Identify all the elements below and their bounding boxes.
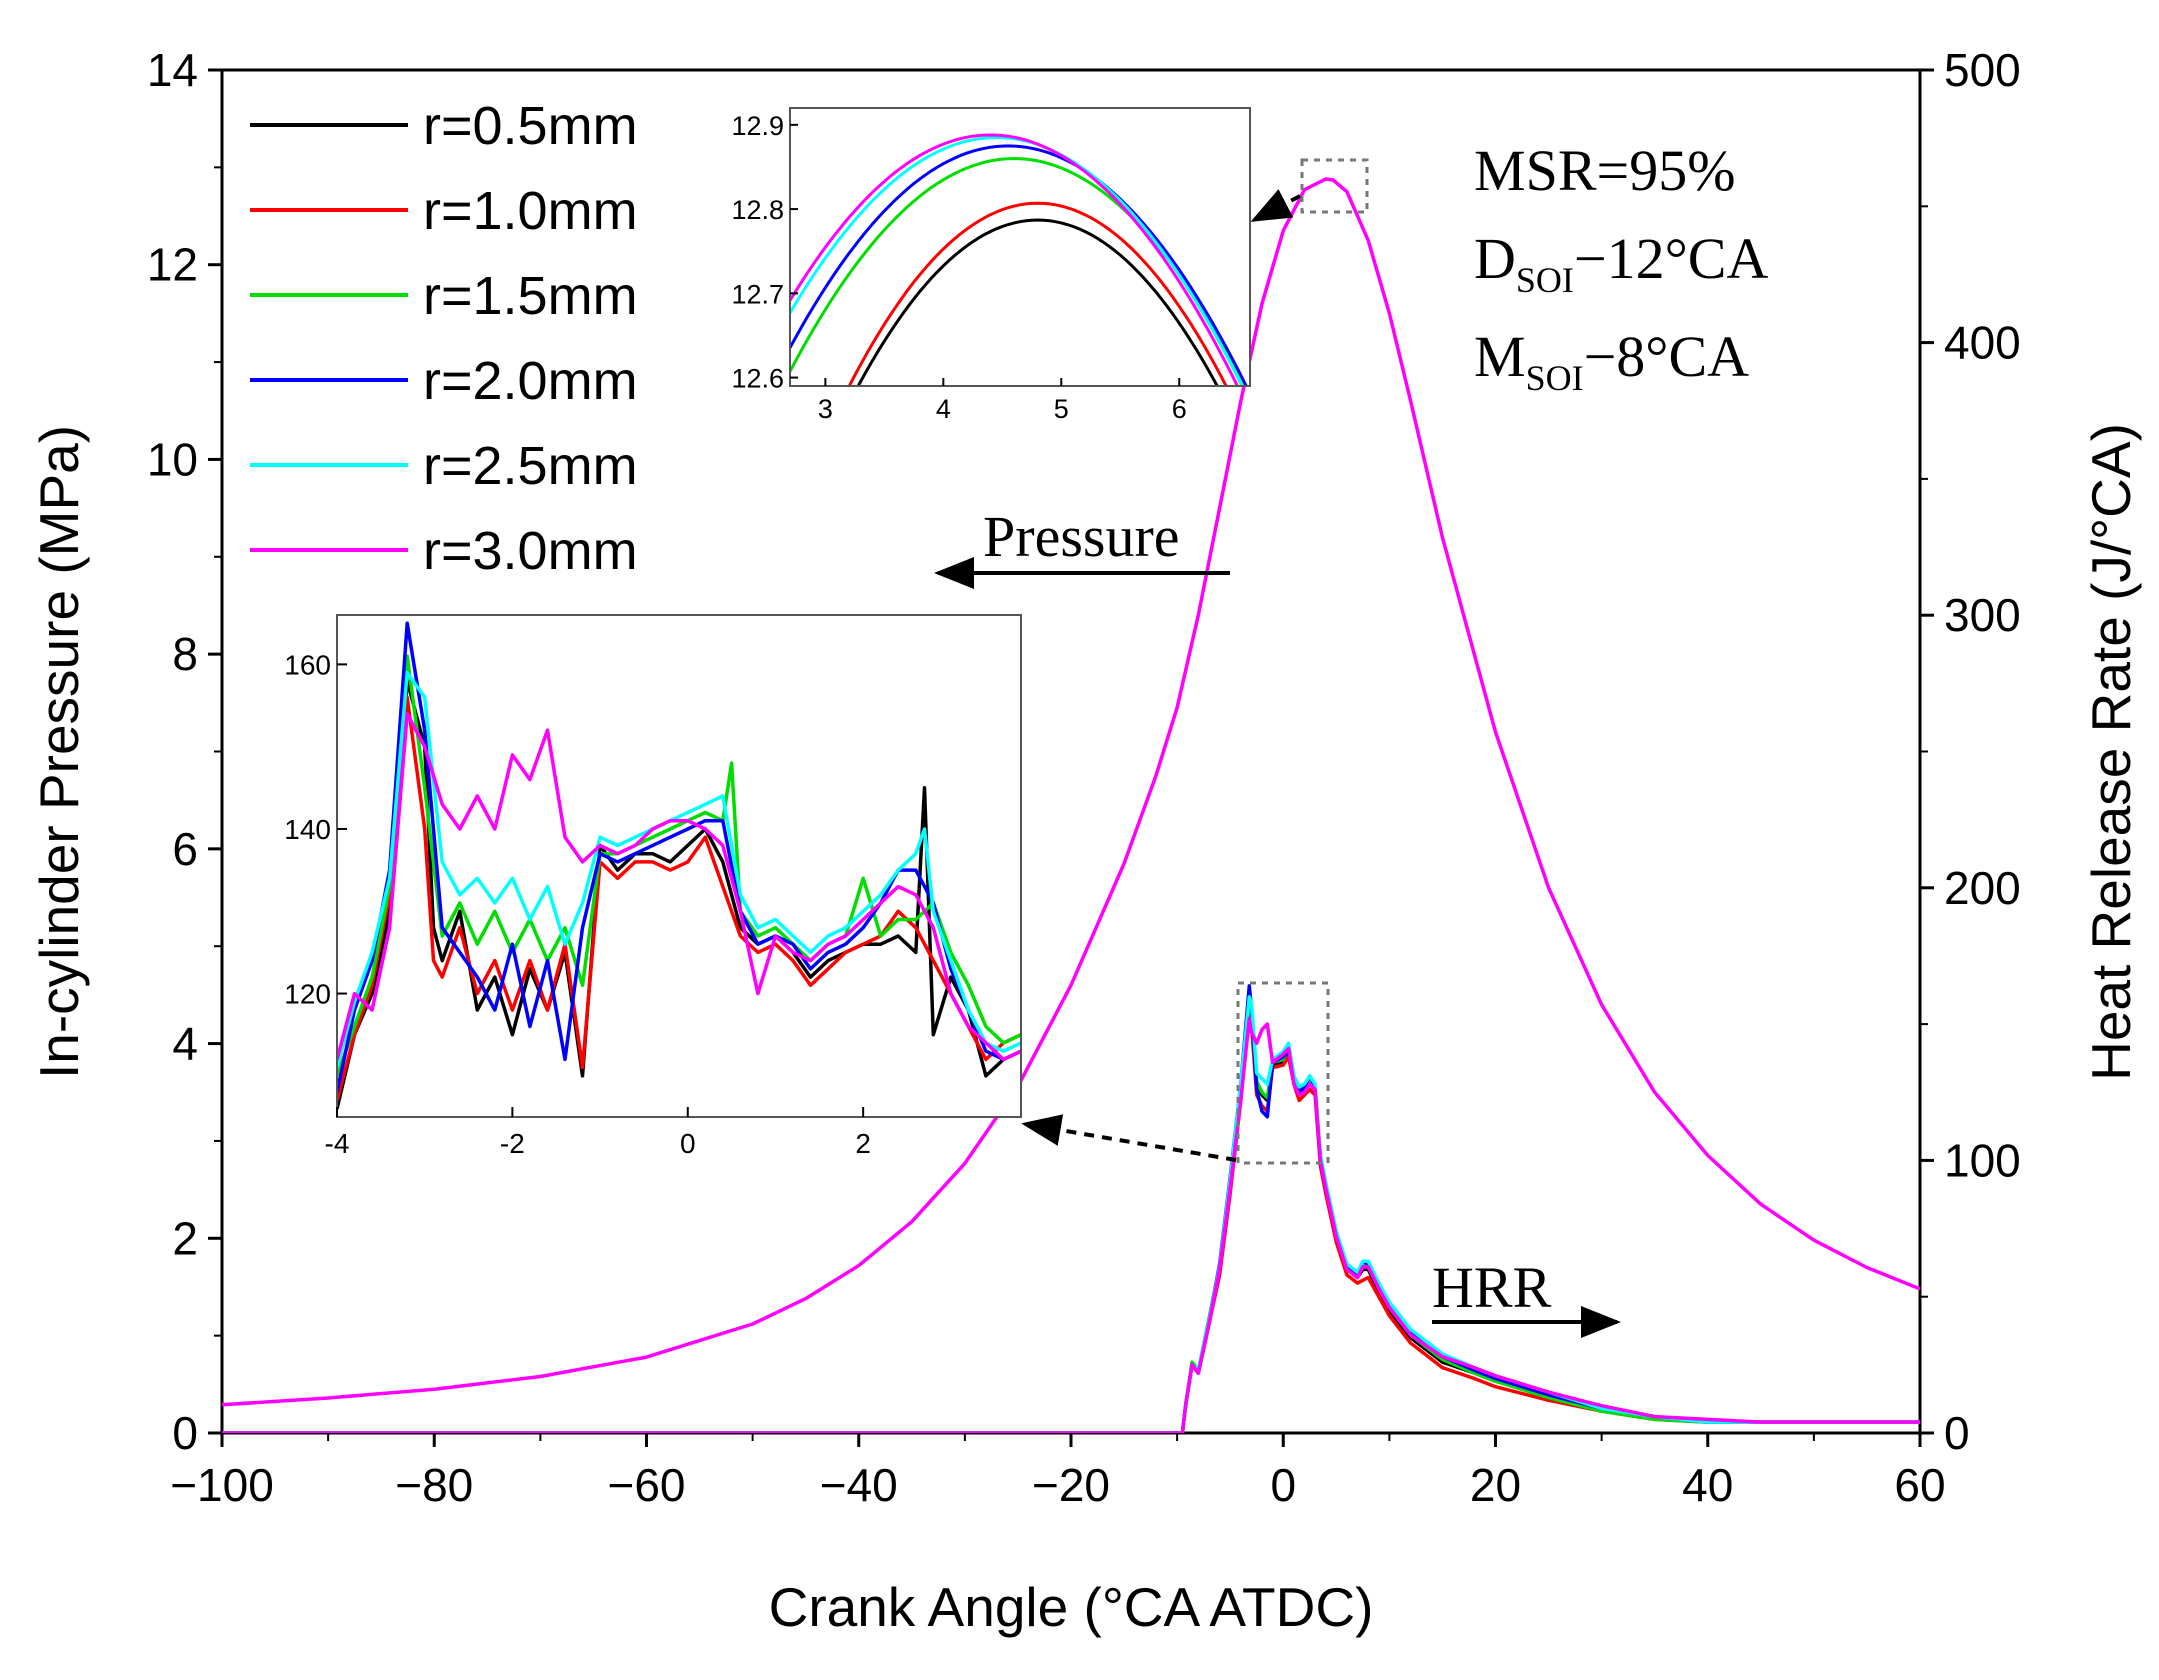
inset-hrr-y-tick-label-140: 140 — [284, 814, 331, 845]
y-left-tick-label-6: 6 — [172, 823, 198, 875]
main-plot: −100 −80 −60 −40 −20 0 20 40 6002468101214010020… — [28, 44, 2142, 1638]
inset-pressure-series-r-2-0mm — [790, 144, 1248, 386]
inset-pressure-y-tick-label-12-8: 12.8 — [731, 195, 784, 225]
series-pressure-r-3-0mm — [222, 177, 1920, 1407]
series-hrr-r-3-0mm — [222, 1016, 1920, 1433]
x-tick-label-100: −100 — [170, 1459, 274, 1511]
y-right-tick-label-100: 100 — [1944, 1134, 2021, 1186]
main-series — [222, 177, 1920, 1433]
inset-pressure-x-tick-label-3: 3 — [818, 394, 833, 424]
inset-pressure-ticks: 3 4 5 6 12.6 12.7 12.8 12.9 — [731, 111, 1186, 424]
condition-m-soi: MSOI−8°CA — [1474, 324, 1749, 398]
inset-hrr-x-tick-label-2: 2 — [855, 1128, 871, 1159]
legend-label-r-2-0mm: r=2.0mm — [423, 351, 638, 411]
pressure-zoom-box — [1300, 158, 1369, 214]
y-axis-left-label: In-cylinder Pressure (MPa) — [28, 425, 90, 1079]
legend: r=0.5mm r=1.0mm r=1.5mm r=2.0mm r=2.5mm r=3.0… — [250, 96, 638, 581]
inset-pressure-y-tick-label-12-7: 12.7 — [731, 279, 784, 309]
legend-label-r-1-5mm: r=1.5mm — [423, 266, 638, 326]
legend-label-r-3-0mm: r=3.0mm — [423, 521, 638, 581]
inset-hrr-ticks: -4 -2 0 2 120 140 160 — [284, 649, 871, 1159]
y-left-tick-label-12: 12 — [147, 239, 198, 291]
inset-hrr-y-tick-label-120: 120 — [284, 979, 331, 1010]
y-right-tick-label-500: 500 — [1944, 44, 2021, 96]
inset-hrr-x-tick-label-4: -4 — [325, 1128, 350, 1159]
inset-hrr-series-r-2-5mm — [337, 670, 1021, 1069]
x-tick-label-20: 20 — [1470, 1459, 1521, 1511]
y-right-tick-label-300: 300 — [1944, 589, 2021, 641]
inset-pressure-series-r-3-0mm — [790, 133, 1240, 386]
x-tick-label-0: 0 — [1270, 1459, 1296, 1511]
inset-hrr-series-r-3-0mm — [337, 712, 1021, 1062]
x-tick-label-80: −80 — [395, 1459, 473, 1511]
legend-label-r-1-0mm: r=1.0mm — [423, 181, 638, 241]
inset-hrr: -4 -2 0 2 120 140 160 — [284, 614, 1022, 1159]
x-tick-label-20: −20 — [1032, 1459, 1110, 1511]
y-axis-right-label: Heat Release Rate (J/°CA) — [2080, 423, 2142, 1081]
y-left-tick-label-8: 8 — [172, 628, 198, 680]
hrr-zoom-box — [1236, 981, 1330, 1165]
hrr-label: HRR — [1432, 1255, 1552, 1320]
inset-hrr-series-r-0-5mm — [337, 679, 1021, 1110]
y-left-tick-label-2: 2 — [172, 1212, 198, 1264]
inset-pressure-series-r-1-0mm — [847, 201, 1228, 386]
inset-pressure-y-tick-label-12-6: 12.6 — [731, 364, 784, 394]
inset-pressure: 3 4 5 6 12.6 12.7 12.8 12.9 — [731, 107, 1251, 424]
x-tick-label-40: 40 — [1682, 1459, 1733, 1511]
inset-hrr-x-tick-label-0: 0 — [680, 1128, 696, 1159]
inset-pressure-y-tick-label-12-9: 12.9 — [731, 111, 784, 141]
y-left-tick-label-10: 10 — [147, 433, 198, 485]
legend-label-r-0-5mm: r=0.5mm — [423, 96, 638, 156]
x-tick-label-40: −40 — [820, 1459, 898, 1511]
main-ticks: −100 −80 −60 −40 −20 0 20 40 6002468101214010020… — [147, 44, 2021, 1511]
hrr-zoom-connector — [1021, 1114, 1237, 1162]
inset-pressure-background — [790, 108, 1250, 386]
condition-msr: MSR=95% — [1474, 138, 1736, 203]
y-left-tick-label-0: 0 — [172, 1407, 198, 1459]
inset-pressure-x-tick-label-6: 6 — [1172, 394, 1187, 424]
y-right-tick-label-400: 400 — [1944, 317, 2021, 369]
pressure-label: Pressure — [983, 504, 1180, 569]
legend-label-r-2-5mm: r=2.5mm — [423, 436, 638, 496]
pressure-zoom-connector — [1250, 189, 1301, 222]
y-right-tick-label-0: 0 — [1944, 1407, 1970, 1459]
x-tick-label-60: 60 — [1894, 1459, 1945, 1511]
inset-hrr-x-tick-label-2: -2 — [500, 1128, 525, 1159]
x-axis-label: Crank Angle (°CA ATDC) — [769, 1576, 1374, 1638]
inset-hrr-series-r-1-0mm — [337, 695, 1021, 1101]
inset-hrr-y-tick-label-160: 160 — [284, 649, 331, 680]
inset-pressure-x-tick-label-5: 5 — [1054, 394, 1069, 424]
inset-hrr-frame — [336, 614, 1022, 1118]
condition-d-soi: DSOI−12°CA — [1474, 226, 1768, 300]
x-tick-label-60: −60 — [607, 1459, 685, 1511]
y-right-tick-label-200: 200 — [1944, 862, 2021, 914]
inset-pressure-series — [790, 133, 1248, 386]
inset-pressure-frame — [789, 107, 1251, 387]
inset-hrr-series — [337, 621, 1021, 1110]
inset-pressure-x-tick-label-4: 4 — [936, 394, 951, 424]
y-left-tick-label-14: 14 — [147, 44, 198, 96]
inset-pressure-series-r-0-5mm — [856, 218, 1219, 386]
y-left-tick-label-4: 4 — [172, 1018, 198, 1070]
inset-hrr-series-r-2-0mm — [337, 621, 1021, 1093]
condition-annotations: MSR=95% DSOI−12°CA MSOI−8°CA — [1474, 138, 1768, 398]
